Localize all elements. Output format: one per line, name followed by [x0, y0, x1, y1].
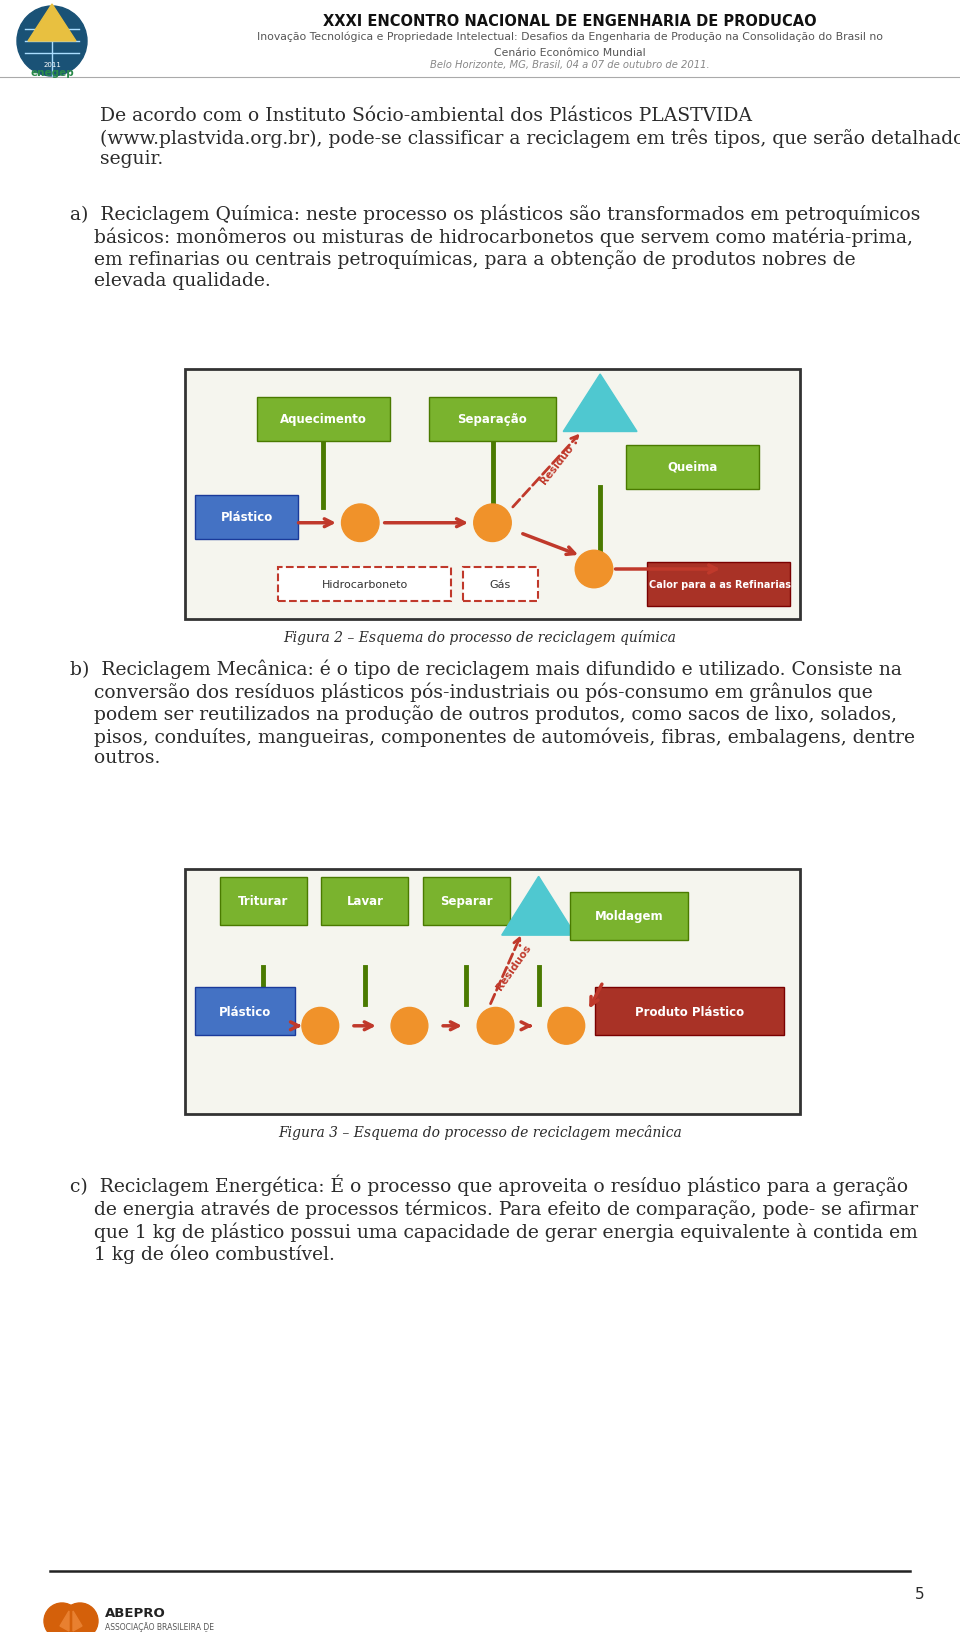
Text: Figura 3 – Esquema do processo de reciclagem mecânica: Figura 3 – Esquema do processo de recicl…: [278, 1124, 682, 1139]
Polygon shape: [73, 1611, 82, 1630]
FancyBboxPatch shape: [278, 568, 451, 602]
FancyBboxPatch shape: [195, 987, 295, 1036]
Text: Separação: Separação: [458, 413, 527, 426]
FancyBboxPatch shape: [322, 878, 408, 925]
Circle shape: [17, 7, 87, 77]
Polygon shape: [564, 375, 637, 432]
Text: De acordo com o Instituto Sócio-ambiental dos Plásticos PLASTVIDA
(www.plastvida: De acordo com o Instituto Sócio-ambienta…: [100, 108, 960, 168]
Text: Queima: Queima: [667, 460, 717, 473]
Circle shape: [342, 504, 379, 542]
Circle shape: [62, 1603, 98, 1632]
Circle shape: [391, 1009, 428, 1044]
Text: 2011: 2011: [43, 62, 60, 69]
FancyBboxPatch shape: [185, 870, 800, 1115]
Text: Plástico: Plástico: [219, 1005, 272, 1018]
Circle shape: [473, 504, 512, 542]
Text: enegep: enegep: [30, 69, 74, 78]
FancyBboxPatch shape: [422, 878, 510, 925]
Text: Hidrocarboneto: Hidrocarboneto: [322, 579, 408, 589]
Text: Cenário Econômico Mundial: Cenário Econômico Mundial: [494, 47, 646, 59]
Text: Inovação Tecnológica e Propriedade Intelectual: Desafios da Engenharia de Produç: Inovação Tecnológica e Propriedade Intel…: [257, 33, 883, 42]
Text: Belo Horizonte, MG, Brasil, 04 a 07 de outubro de 2011.: Belo Horizonte, MG, Brasil, 04 a 07 de o…: [430, 60, 709, 70]
Text: Resíduo: Resíduo: [539, 444, 575, 486]
Circle shape: [302, 1009, 339, 1044]
FancyBboxPatch shape: [429, 398, 556, 442]
Text: ASSOCIAÇÃO BRASILEIRA DE: ASSOCIAÇÃO BRASILEIRA DE: [105, 1621, 214, 1630]
Text: b)  Reciclagem Mecânica: é o tipo de reciclagem mais difundido e utilizado. Cons: b) Reciclagem Mecânica: é o tipo de reci…: [70, 659, 915, 767]
Circle shape: [477, 1009, 514, 1044]
FancyBboxPatch shape: [195, 494, 298, 539]
FancyBboxPatch shape: [463, 568, 538, 602]
Polygon shape: [502, 876, 576, 935]
Text: Triturar: Triturar: [238, 894, 289, 907]
Polygon shape: [28, 5, 76, 42]
FancyBboxPatch shape: [185, 370, 800, 620]
Text: Lavar: Lavar: [347, 894, 383, 907]
Polygon shape: [60, 1611, 69, 1630]
Circle shape: [548, 1009, 585, 1044]
FancyBboxPatch shape: [647, 563, 790, 607]
Circle shape: [44, 1603, 80, 1632]
Text: Resíduos: Resíduos: [494, 943, 534, 992]
Circle shape: [575, 552, 612, 589]
Text: XXXI ENCONTRO NACIONAL DE ENGENHARIA DE PRODUCAO: XXXI ENCONTRO NACIONAL DE ENGENHARIA DE …: [324, 15, 817, 29]
Text: Plástico: Plástico: [221, 511, 273, 524]
FancyBboxPatch shape: [257, 398, 390, 442]
Text: ABEPRO: ABEPRO: [105, 1606, 166, 1619]
Text: Aquecimento: Aquecimento: [280, 413, 367, 426]
Text: Moldagem: Moldagem: [595, 909, 664, 922]
Text: ENGENHARIA DE PRODUÇÃO: ENGENHARIA DE PRODUÇÃO: [105, 1630, 215, 1632]
Text: Produto Plástico: Produto Plástico: [635, 1005, 744, 1018]
Text: a)  Reciclagem Química: neste processo os plásticos são transformados em petroqu: a) Reciclagem Química: neste processo os…: [70, 206, 921, 290]
FancyBboxPatch shape: [626, 446, 759, 490]
Text: Calor para a as Refinarias: Calor para a as Refinarias: [649, 579, 791, 589]
FancyBboxPatch shape: [570, 893, 688, 940]
Text: Separar: Separar: [440, 894, 492, 907]
Text: c)  Reciclagem Energética: É o processo que aproveita o resíduo plástico para a : c) Reciclagem Energética: É o processo q…: [70, 1175, 918, 1263]
FancyBboxPatch shape: [595, 987, 783, 1036]
Text: 5: 5: [915, 1586, 924, 1601]
FancyBboxPatch shape: [220, 878, 307, 925]
Text: Gás: Gás: [490, 579, 511, 589]
Text: Figura 2 – Esquema do processo de reciclagem química: Figura 2 – Esquema do processo de recicl…: [283, 630, 677, 645]
